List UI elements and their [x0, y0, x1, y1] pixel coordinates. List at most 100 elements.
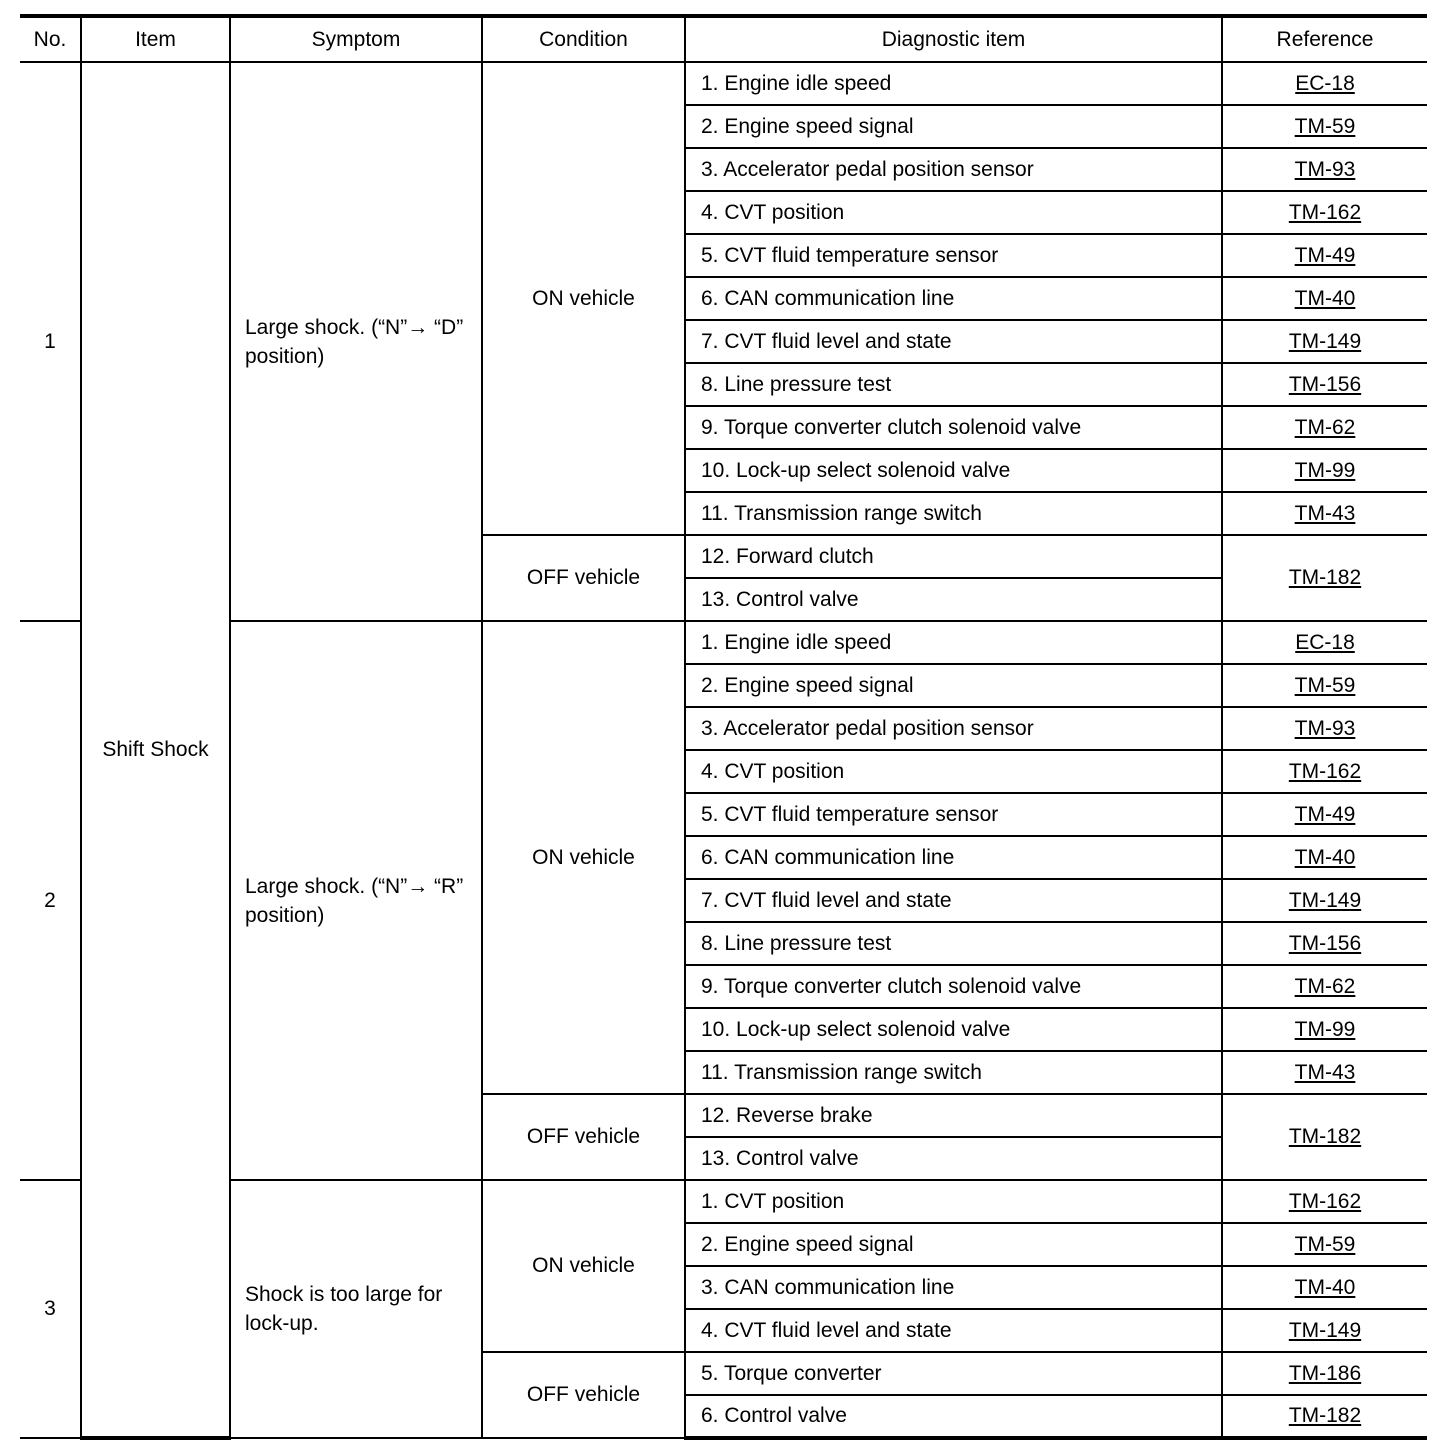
diagnostic-item: 7. CVT fluid level and state — [685, 878, 1223, 923]
reference-link[interactable]: TM-186 — [1221, 1351, 1427, 1396]
condition-cell: OFF vehicle — [482, 534, 686, 622]
reference-link[interactable]: TM-93 — [1221, 147, 1427, 192]
diagnostic-item: 1. Engine idle speed — [684, 61, 1223, 106]
diagnosis-table: No. Item Symptom Condition Diagnostic it… — [20, 14, 1427, 1440]
reference-link[interactable]: TM-182 — [1221, 1093, 1427, 1181]
header-no: No. — [20, 14, 82, 63]
row-number: 2 — [20, 620, 82, 1181]
diagnostic-item: 1. Engine idle speed — [684, 620, 1223, 665]
diagnostic-item: 10. Lock-up select solenoid valve — [685, 448, 1223, 493]
reference-link[interactable]: TM-40 — [1221, 1265, 1427, 1310]
reference-link[interactable]: TM-40 — [1221, 835, 1427, 880]
reference-link[interactable]: TM-156 — [1221, 921, 1427, 966]
table-row: 2. Engine speed signal TM-59 — [20, 104, 1427, 149]
table-body: 1 Shift Shock Large shock. (“N”→ “D” posit… — [20, 61, 1427, 1440]
condition-cell: ON vehicle — [481, 1179, 686, 1353]
reference-link[interactable]: TM-149 — [1221, 878, 1427, 923]
table-row: 9. Torque converter clutch solenoid valv… — [20, 405, 1427, 450]
reference-link[interactable]: TM-62 — [1221, 405, 1427, 450]
reference-link[interactable]: EC-18 — [1221, 620, 1427, 665]
diagnostic-item: 4. CVT position — [685, 190, 1223, 235]
reference-link[interactable]: TM-156 — [1221, 362, 1427, 407]
diagnostic-item: 13. Control valve — [685, 1136, 1223, 1181]
reference-link[interactable]: TM-40 — [1221, 276, 1427, 321]
diagnostic-item: 6. Control valve — [685, 1394, 1223, 1440]
reference-link[interactable]: TM-162 — [1221, 749, 1427, 794]
diagnostic-item: 9. Torque converter clutch solenoid valv… — [685, 405, 1223, 450]
diagnostic-item: 1. CVT position — [684, 1179, 1223, 1224]
condition-cell: ON vehicle — [481, 61, 686, 536]
table-row: 4. CVT position TM-162 — [20, 749, 1427, 794]
reference-link[interactable]: TM-162 — [1221, 1179, 1427, 1224]
reference-link[interactable]: TM-59 — [1221, 663, 1427, 708]
diagnostic-item: 11. Transmission range switch — [685, 491, 1223, 536]
symptom-cell: Large shock. (“N”→ “R” position) — [229, 620, 483, 1181]
diagnostic-item: 5. CVT fluid temperature sensor — [685, 792, 1223, 837]
table-row: 3. CAN communication line TM-40 — [20, 1265, 1427, 1310]
reference-link[interactable]: TM-162 — [1221, 190, 1427, 235]
diagnostic-item: 10. Lock-up select solenoid valve — [685, 1007, 1223, 1052]
table-row: 10. Lock-up select solenoid valve TM-99 — [20, 448, 1427, 493]
reference-link[interactable]: TM-99 — [1221, 1007, 1427, 1052]
table-row: 8. Line pressure test TM-156 — [20, 921, 1427, 966]
reference-link[interactable]: TM-62 — [1221, 964, 1427, 1009]
symptom-cell: Shock is too large for lock-up. — [229, 1179, 483, 1439]
table-row: 6. CAN communication line TM-40 — [20, 835, 1427, 880]
condition-cell: OFF vehicle — [482, 1351, 686, 1439]
table-row: 9. Torque converter clutch solenoid valv… — [20, 964, 1427, 1009]
reference-link[interactable]: TM-43 — [1221, 1050, 1427, 1095]
reference-link[interactable]: TM-182 — [1221, 1394, 1427, 1440]
table-row: 4. CVT position TM-162 — [20, 190, 1427, 235]
table-row: 11. Transmission range switch TM-43 — [20, 491, 1427, 536]
header-condition: Condition — [481, 14, 686, 63]
table-row: 4. CVT fluid level and state TM-149 — [20, 1308, 1427, 1353]
header-reference: Reference — [1221, 14, 1427, 63]
diagnostic-item: 4. CVT fluid level and state — [685, 1308, 1223, 1353]
reference-link[interactable]: TM-59 — [1221, 1222, 1427, 1267]
table-row: 7. CVT fluid level and state TM-149 — [20, 878, 1427, 923]
table-row: 5. CVT fluid temperature sensor TM-49 — [20, 233, 1427, 278]
condition-cell: OFF vehicle — [482, 1093, 686, 1181]
reference-link[interactable]: TM-49 — [1221, 792, 1427, 837]
diagnostic-item: 6. CAN communication line — [685, 276, 1223, 321]
reference-link[interactable]: TM-49 — [1221, 233, 1427, 278]
table-row: 3. Accelerator pedal position sensor TM-9… — [20, 706, 1427, 751]
table-row: 2 Large shock. (“N”→ “R” position) ON vehi… — [20, 620, 1427, 1181]
diagnostic-item: 11. Transmission range switch — [685, 1050, 1223, 1095]
diagnostic-item: 4. CVT position — [685, 749, 1223, 794]
table-row: 1 Shift Shock Large shock. (“N”→ “D” posit… — [20, 61, 1427, 1440]
diagnostic-item: 3. CAN communication line — [685, 1265, 1223, 1310]
diagnostic-item: 2. Engine speed signal — [685, 104, 1223, 149]
diagnostic-item: 6. CAN communication line — [685, 835, 1223, 880]
diagnostic-item: 5. Torque converter — [684, 1351, 1223, 1396]
reference-link[interactable]: EC-18 — [1221, 61, 1427, 106]
diagnostic-item: 9. Torque converter clutch solenoid valv… — [685, 964, 1223, 1009]
diagnostic-item: 3. Accelerator pedal position sensor — [685, 706, 1223, 751]
table-row: 8. Line pressure test TM-156 — [20, 362, 1427, 407]
reference-link[interactable]: TM-149 — [1221, 319, 1427, 364]
diagnostic-item: 7. CVT fluid level and state — [685, 319, 1223, 364]
table-row: 11. Transmission range switch TM-43 — [20, 1050, 1427, 1095]
table-header: No. Item Symptom Condition Diagnostic it… — [20, 14, 1427, 63]
table-row: 6. Control valve TM-182 — [20, 1394, 1427, 1440]
table-row: 13. Control valve — [20, 577, 1427, 622]
header-symptom: Symptom — [229, 14, 483, 63]
diagnostic-item: 2. Engine speed signal — [685, 1222, 1223, 1267]
condition-cell: ON vehicle — [481, 620, 686, 1095]
reference-link[interactable]: TM-59 — [1221, 104, 1427, 149]
reference-link[interactable]: TM-182 — [1221, 534, 1427, 622]
table-row: OFF vehicle 12. Forward clutch TM-182 — [20, 534, 1427, 622]
table-row: 2. Engine speed signal TM-59 — [20, 663, 1427, 708]
diagnostic-item: 8. Line pressure test — [685, 921, 1223, 966]
diagnostic-item: 5. CVT fluid temperature sensor — [685, 233, 1223, 278]
reference-link[interactable]: TM-99 — [1221, 448, 1427, 493]
reference-link[interactable]: TM-43 — [1221, 491, 1427, 536]
diagnostic-item: 13. Control valve — [685, 577, 1223, 622]
reference-link[interactable]: TM-149 — [1221, 1308, 1427, 1353]
diagnostic-item: 12. Reverse brake — [684, 1093, 1223, 1138]
item-cell: Shift Shock — [80, 61, 231, 1440]
row-number: 3 — [20, 1179, 82, 1439]
diagnostic-item: 3. Accelerator pedal position sensor — [685, 147, 1223, 192]
reference-link[interactable]: TM-93 — [1221, 706, 1427, 751]
table-row: OFF vehicle 5. Torque converter TM-186 — [20, 1351, 1427, 1439]
